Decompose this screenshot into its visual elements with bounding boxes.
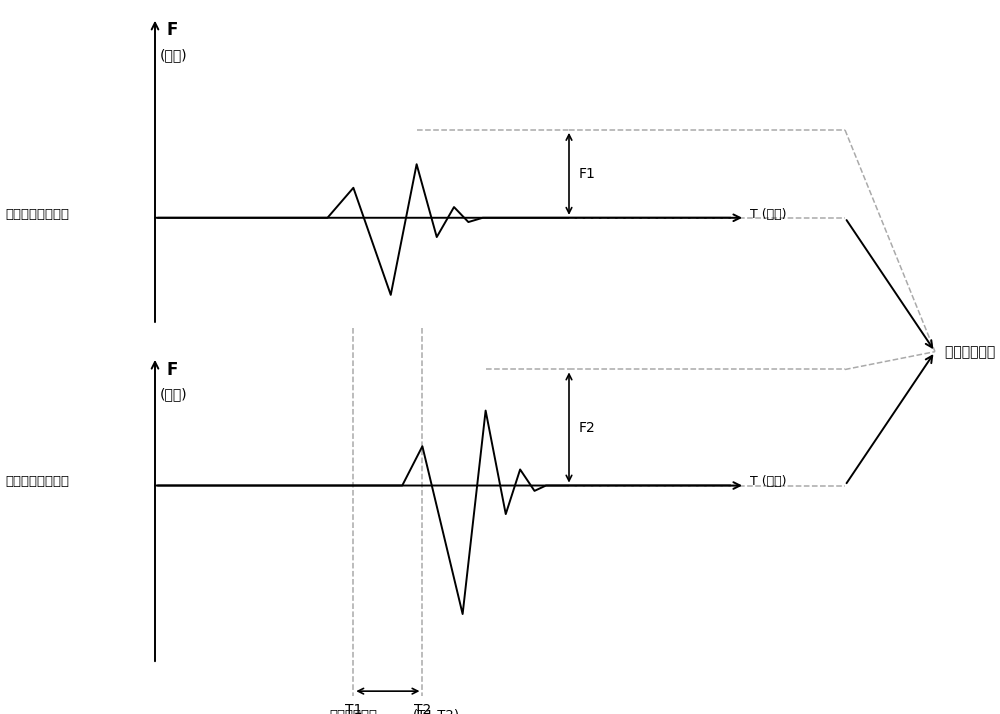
Text: (T1-T2): (T1-T2)	[413, 709, 460, 714]
Text: F: F	[167, 361, 178, 378]
Text: T2: T2	[414, 703, 431, 714]
Text: 信号强度之差 (F1-F2): 信号强度之差 (F1-F2)	[945, 345, 1000, 358]
Text: T (时间): T (时间)	[750, 476, 786, 488]
Text: (频率): (频率)	[160, 48, 188, 62]
Text: F2: F2	[579, 421, 596, 435]
Text: 第一超声波传感器: 第一超声波传感器	[5, 208, 69, 221]
Text: F: F	[167, 21, 178, 39]
Text: 接收时间之差: 接收时间之差	[330, 709, 378, 714]
Text: (频率): (频率)	[160, 387, 188, 401]
Text: 第二超声波传感器: 第二超声波传感器	[5, 476, 69, 488]
Text: T1: T1	[345, 703, 362, 714]
Text: T (时间): T (时间)	[750, 208, 786, 221]
Text: F1: F1	[579, 167, 596, 181]
